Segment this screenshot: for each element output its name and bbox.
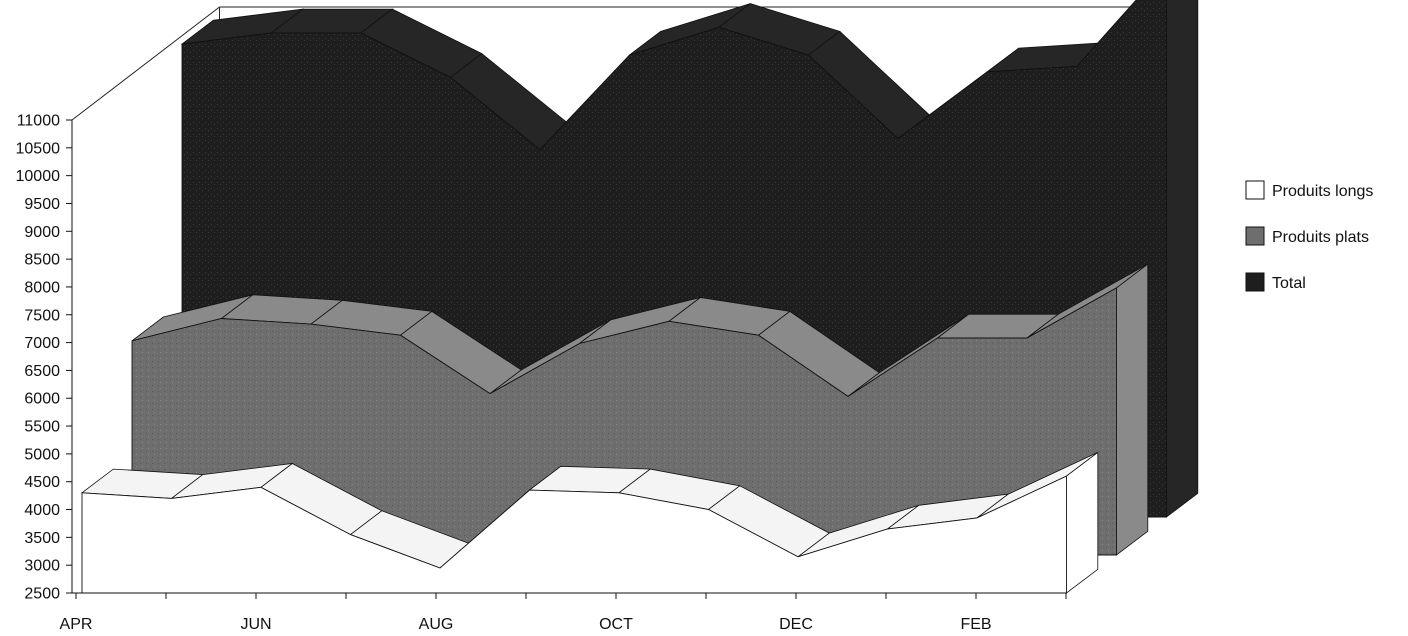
- y-tick-label: 3000: [24, 558, 60, 575]
- y-tick-label: 5000: [24, 446, 60, 463]
- legend-label: Produits longs: [1272, 183, 1373, 200]
- x-tick-label: DEC: [779, 616, 813, 633]
- axis-layer: 2500 3000 3500 4000 4500 5000 5500 6000 6500 7000…: [16, 113, 1067, 633]
- y-tick-label: 5500: [24, 419, 60, 436]
- x-tick-label: OCT: [599, 616, 633, 633]
- x-tick-label: FEB: [960, 616, 991, 633]
- series-layer: [80, 0, 1199, 594]
- series-produits-longs: [80, 451, 1099, 594]
- y-tick-label: 8500: [24, 252, 60, 269]
- y-tick-label: 7500: [24, 307, 60, 324]
- legend-label: Total: [1272, 275, 1306, 292]
- series-end-cap: [1166, 0, 1199, 518]
- y-tick-label: 9000: [24, 224, 60, 241]
- y-tick-label: 4000: [24, 502, 60, 519]
- x-tick-label: APR: [60, 616, 93, 633]
- legend-label: Produits plats: [1272, 229, 1369, 246]
- y-tick-label: 2500: [24, 586, 60, 603]
- y-tick-label: 3500: [24, 530, 60, 547]
- legend-swatch: [1245, 272, 1265, 292]
- series-end-cap: [1116, 263, 1149, 556]
- y-tick-label: 9500: [24, 196, 60, 213]
- y-tick-label: 10500: [16, 140, 61, 157]
- y-tick-label: 4500: [24, 474, 60, 491]
- series-end-cap: [1066, 451, 1099, 594]
- x-tick-label: JUN: [240, 616, 271, 633]
- y-tick-label: 7000: [24, 335, 60, 352]
- y-tick-label: 10000: [16, 168, 61, 185]
- y-tick-label: 6500: [24, 363, 60, 380]
- y-tick-label: 11000: [17, 113, 60, 130]
- wall-edge-top: [71, 6, 220, 121]
- y-tick-label: 8000: [24, 279, 60, 296]
- legend: Produits longs Produits plats Total: [1245, 180, 1373, 292]
- legend-swatch: [1245, 180, 1265, 200]
- y-tick-label: 6000: [24, 391, 60, 408]
- series-produits-plats: [131, 263, 1149, 556]
- x-tick-label: AUG: [419, 616, 454, 633]
- legend-swatch: [1245, 226, 1265, 246]
